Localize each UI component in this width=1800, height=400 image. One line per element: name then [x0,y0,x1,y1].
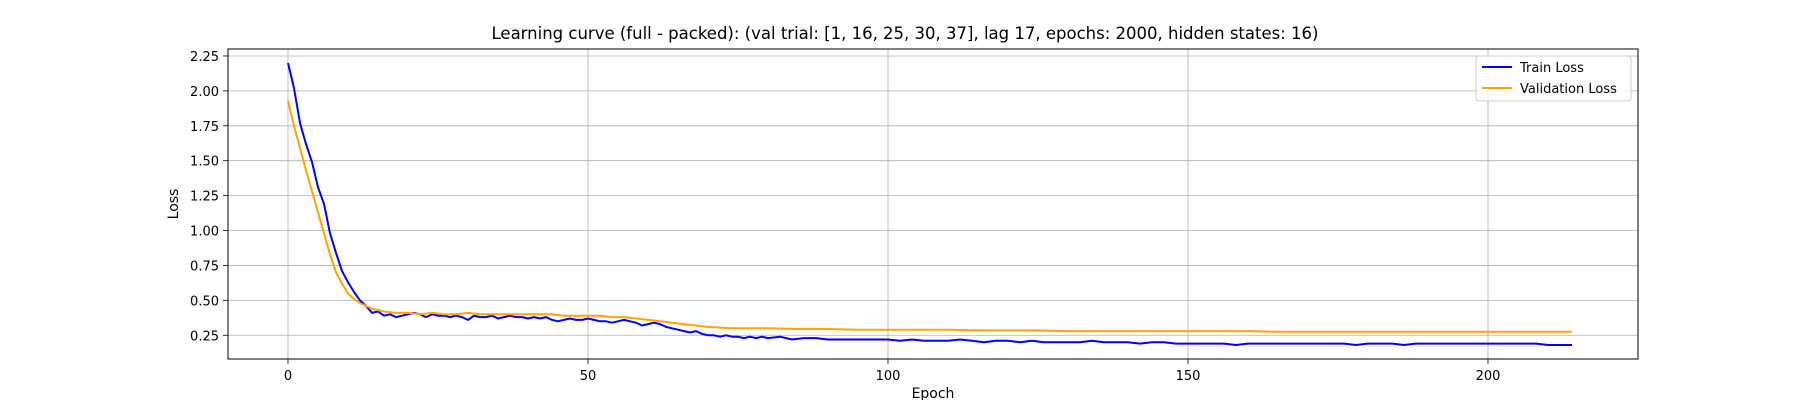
y-axis-title: Loss [166,189,182,220]
y-tick-label: 2.25 [190,50,219,65]
y-tick-label: 1.00 [190,225,219,240]
series-layer [287,62,1572,346]
y-tick-label: 0.75 [190,259,219,274]
legend-box [1475,55,1632,102]
y-tick-label: 0.25 [190,329,219,344]
y-tick-label: 2.00 [190,85,219,100]
x-tick-label: 0 [284,369,292,384]
y-tick-label: 1.25 [190,190,219,205]
grid-layer [228,49,1638,359]
x-tick-label: 200 [1476,369,1501,384]
y-tick-label: 1.50 [190,155,219,170]
validation-loss-line [287,100,1572,333]
plot-area-frame [227,48,1639,360]
chart-title: Learning curve (full - packed): (val tri… [492,24,1319,43]
x-tick-label: 100 [876,369,901,384]
tick-layer: 0 50 100 150 200 0.25 0.50 0.75 1.00 1.25 1.50 1.75… [190,50,1500,384]
y-tick-label: 0.50 [190,294,219,309]
x-tick-label: 150 [1176,369,1201,384]
y-tick-label: 1.75 [190,120,219,135]
x-axis-title: Epoch [912,386,955,400]
legend-label-validation-loss: Validation Loss [1520,82,1617,97]
train-loss-line [287,62,1572,346]
legend: Train Loss Validation Loss [1475,55,1632,102]
legend-label-train-loss: Train Loss [1519,61,1584,76]
x-tick-label: 50 [580,369,597,384]
